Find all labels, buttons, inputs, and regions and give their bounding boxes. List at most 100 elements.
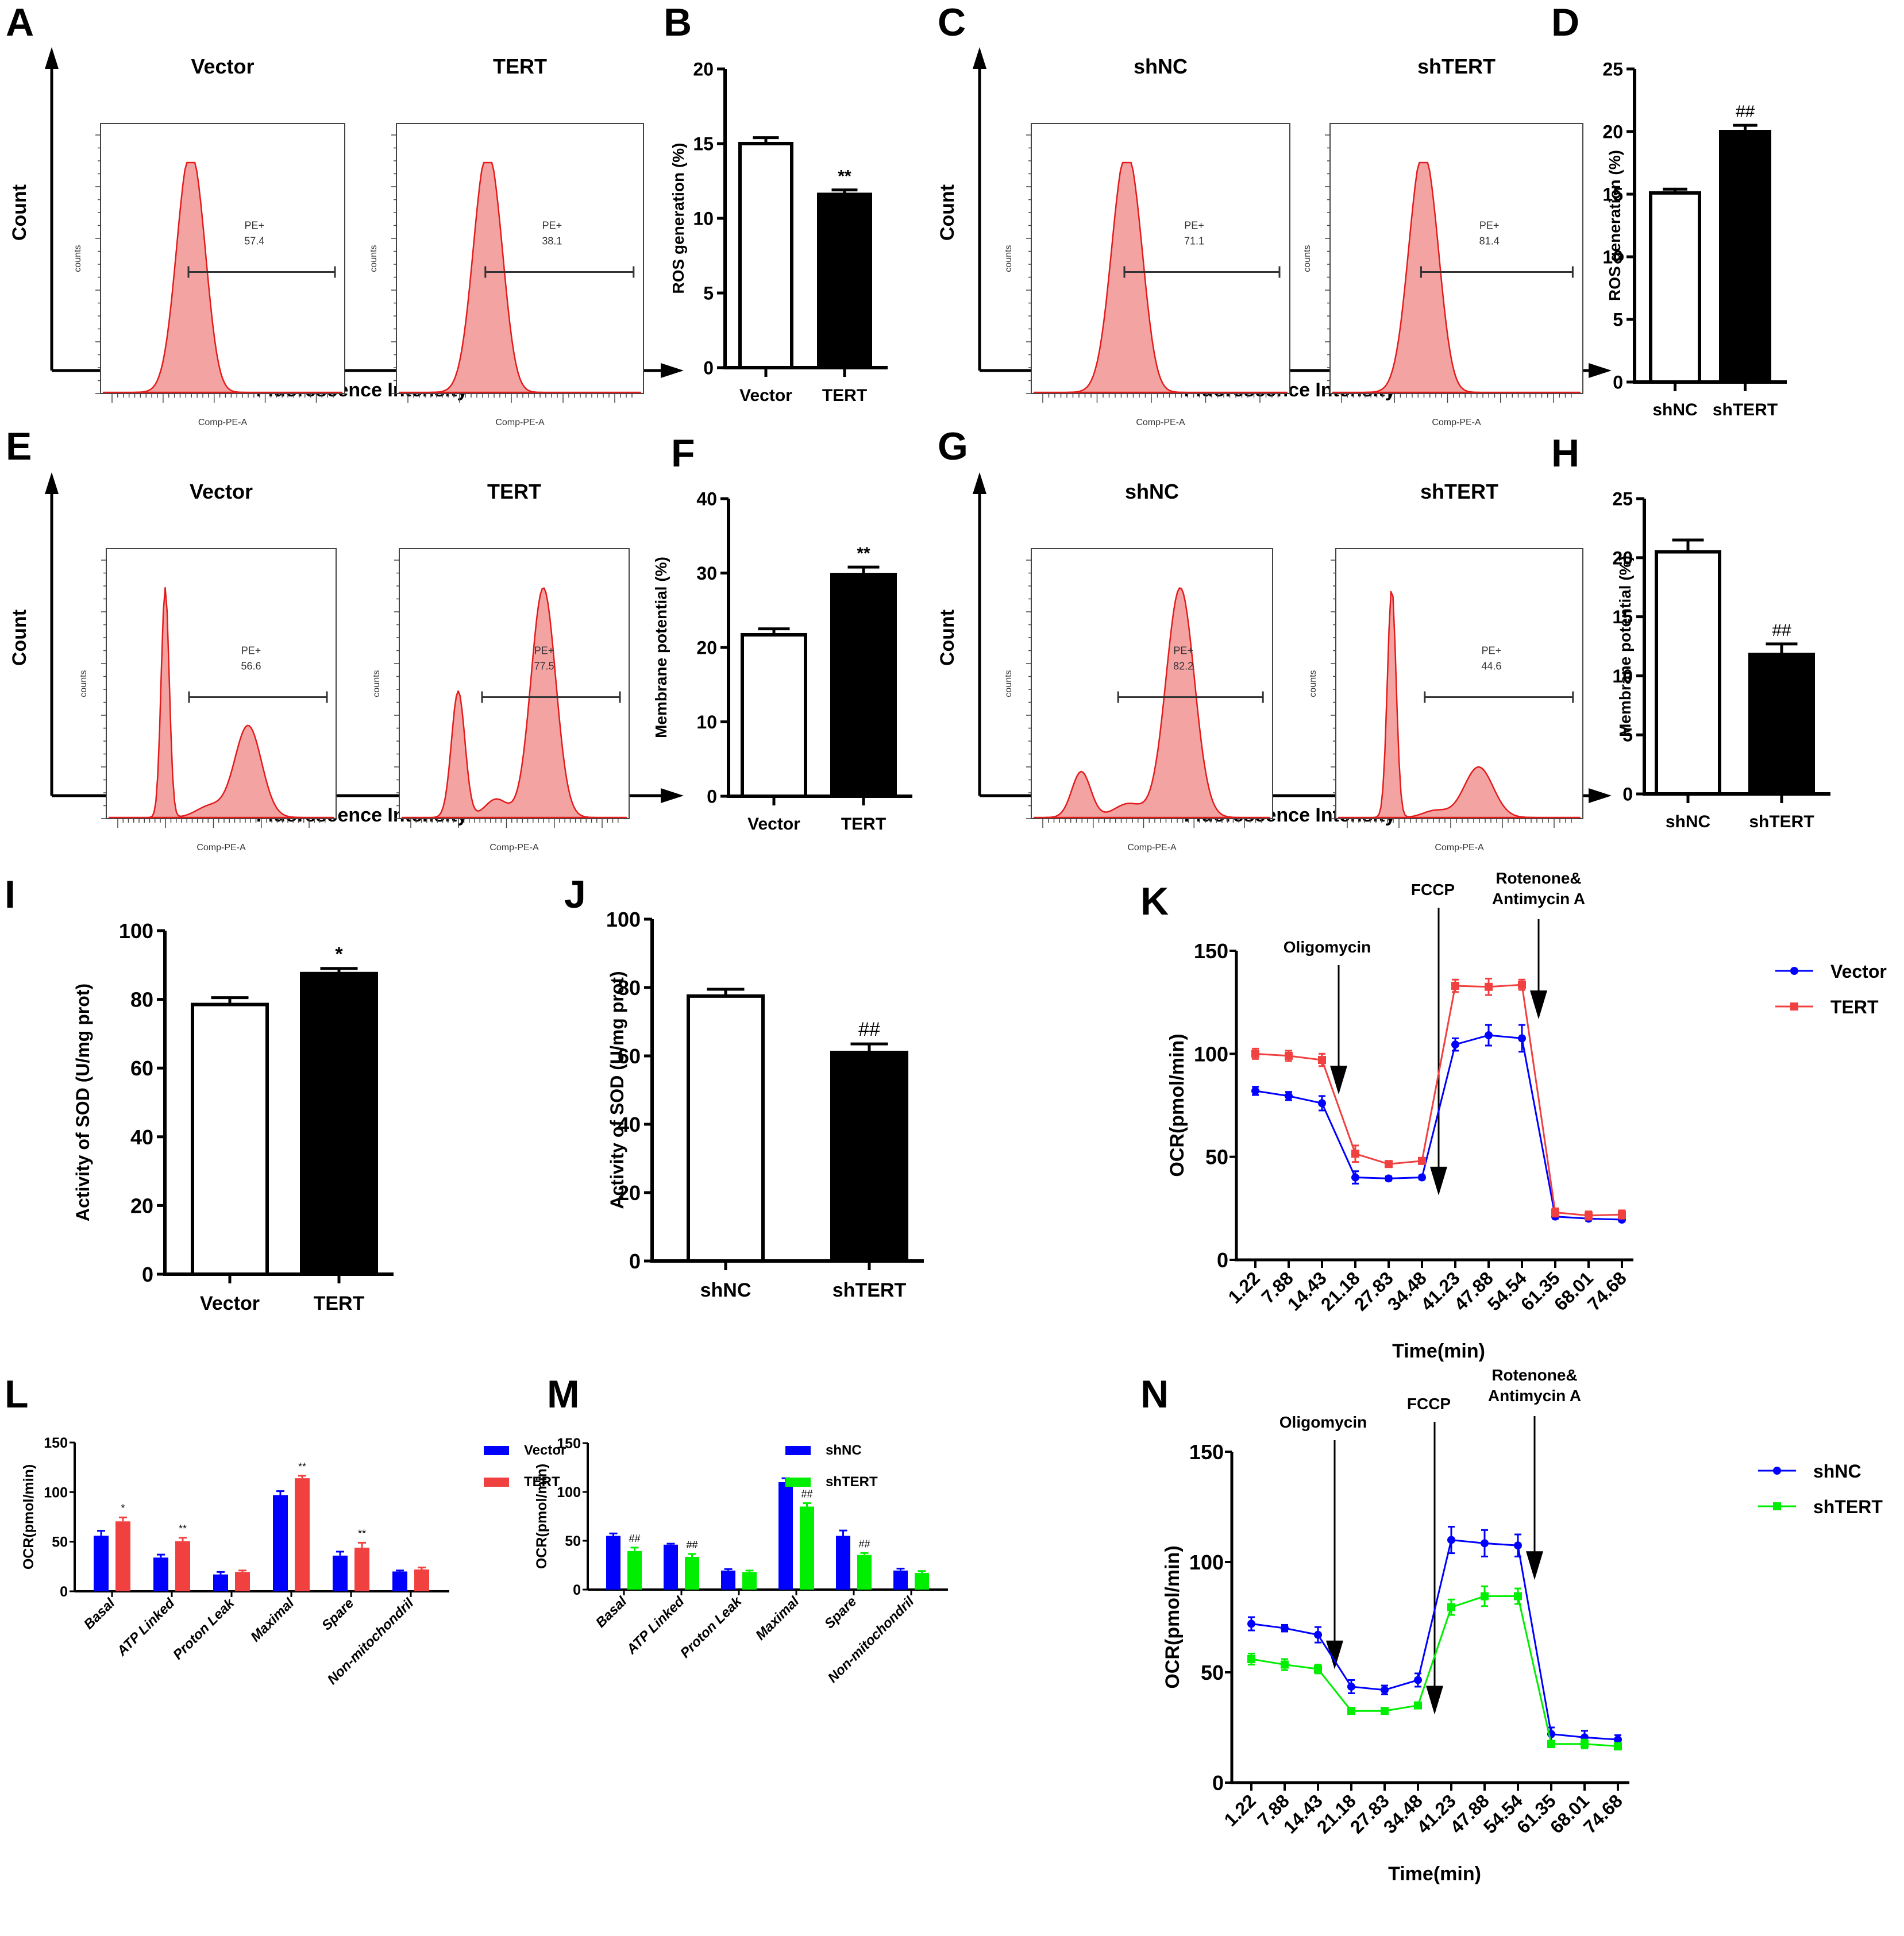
injection-arrowhead-icon: [1330, 1066, 1347, 1095]
data-point: [1481, 1592, 1489, 1601]
data-point: [1518, 981, 1526, 989]
gate-label: PE+: [1482, 645, 1502, 657]
y-axis-arrowhead-icon: [45, 47, 59, 69]
histogram-title: Vector: [190, 480, 253, 503]
y-tick-label: 100: [119, 919, 153, 943]
injection-arrowhead-icon: [1526, 1551, 1543, 1580]
panel-label-a: A: [6, 1, 34, 44]
bar-tert: [354, 1548, 369, 1591]
y-tick-label: 0: [1212, 1771, 1224, 1795]
bar-vector: [153, 1557, 168, 1591]
y-tick-label: 0: [142, 1263, 153, 1286]
data-point: [1385, 1174, 1393, 1183]
panel-label-i: I: [5, 873, 16, 916]
histogram-title: shTERT: [1417, 55, 1496, 78]
injection-arrowhead-icon: [1326, 1640, 1343, 1669]
histogram-x-label: Comp-PE-A: [1435, 843, 1484, 853]
injection-label: Antimycin A: [1492, 890, 1585, 908]
gate-label: PE+: [1173, 645, 1193, 657]
significance-mark: ##: [858, 1019, 880, 1040]
data-point: [1347, 1682, 1355, 1691]
y-tick-label: 80: [618, 976, 641, 1000]
data-point: [1451, 981, 1459, 990]
data-point: [1247, 1619, 1255, 1628]
data-point: [1614, 1742, 1622, 1750]
x-tick-label: Vector: [739, 386, 792, 405]
histogram-y-label: counts: [1302, 245, 1312, 272]
data-point: [1281, 1660, 1289, 1669]
injection-arrowhead-icon: [1530, 990, 1547, 1020]
gate-value: 71.1: [1184, 236, 1204, 247]
bar-chart-h: 0 5 10 15 20 25 shNC shTERT ## Membrane potential…: [1612, 489, 1830, 831]
y-tick-label: 10: [696, 712, 717, 732]
y-axis-title: Activity of SOD (U/mg prot): [72, 984, 93, 1221]
x-tick-label: ATP Linked: [623, 1593, 688, 1657]
y-axis-title: OCR(pmol/min): [21, 1464, 37, 1569]
x-tick-label: Maximal: [753, 1593, 803, 1643]
y-tick-label: 20: [693, 59, 714, 80]
bar-shtert: [627, 1551, 642, 1590]
gate-label: PE+: [1184, 220, 1204, 232]
y-axis-title: Count: [9, 184, 30, 241]
panel-label-e: E: [6, 425, 32, 468]
bar-vector: [94, 1536, 109, 1591]
series-line-tert: [1255, 984, 1622, 1217]
x-tick-label: shNC: [1666, 812, 1710, 831]
injection-arrowhead-icon: [1426, 1686, 1443, 1715]
histogram-x-label: Comp-PE-A: [495, 418, 545, 427]
y-tick-label: 100: [557, 1484, 581, 1501]
panel-label-f: F: [671, 431, 695, 475]
gate-value: 44.6: [1481, 661, 1501, 672]
y-tick-label: 0: [707, 786, 717, 807]
x-tick-label: ATP Linked: [114, 1595, 178, 1659]
panel-label-c: C: [938, 1, 966, 44]
x-tick-label: shTERT: [832, 1279, 907, 1301]
legend-label: Vector: [1830, 961, 1887, 982]
y-tick-label: 10: [693, 209, 714, 229]
x-axis-title: Time(min): [1388, 1863, 1481, 1885]
data-point: [1251, 1086, 1259, 1095]
legend-swatch-shnc: [785, 1446, 811, 1455]
legend-label: Vector: [524, 1443, 566, 1458]
y-tick-label: 0: [1622, 784, 1633, 805]
bar-shtert: [800, 1506, 814, 1590]
histogram-0: shNC PE+ 82.2 Comp-PE-A counts: [1004, 480, 1273, 853]
legend-label: TERT: [1830, 997, 1879, 1017]
flow-panel-c: Fluorescence IntensityCountshNCPE+71.1Co…: [936, 47, 1612, 427]
data-point: [1247, 1655, 1255, 1663]
significance-mark: **: [298, 1461, 306, 1472]
histogram-y-label: counts: [1308, 670, 1318, 697]
histogram-title: shNC: [1134, 55, 1188, 78]
y-axis-title: Membrane potential (%): [1616, 556, 1634, 737]
data-point: [1351, 1173, 1359, 1182]
bar-chart-b: 0 5 10 15 20 Vector TERT ** ROS generation (%): [669, 59, 888, 405]
histogram-frame: [1031, 123, 1290, 394]
x-tick-label: Basal: [81, 1595, 118, 1632]
panel-label-k: K: [1140, 880, 1169, 923]
bar-shnc: [721, 1570, 735, 1590]
y-tick-label: 100: [606, 908, 641, 931]
panel-label-h: H: [1551, 431, 1579, 475]
bar-tert: [175, 1541, 190, 1591]
panel-label-n: N: [1140, 1372, 1169, 1416]
y-tick-label: 20: [696, 638, 717, 658]
injection-label: FCCP: [1411, 881, 1455, 898]
gate-value: 57.4: [244, 236, 264, 247]
histogram-frame: [106, 548, 337, 819]
data-point: [1547, 1740, 1555, 1748]
histogram-curve: [1033, 587, 1271, 819]
y-tick-label: 60: [618, 1044, 641, 1068]
bar-vector: [213, 1574, 228, 1591]
grouped-bar-chart-l: 0 50 100 150 OCR(pmol/min) Basal * ATP Linked **…: [21, 1435, 566, 1688]
bar-shnc: [836, 1536, 850, 1590]
panel-label-b: B: [664, 1, 692, 44]
flow-panel-e: Fluorescence IntensityCountVectorPE+56.6…: [9, 472, 684, 853]
histogram-y-label: counts: [1004, 245, 1013, 272]
significance-mark: ##: [1772, 621, 1791, 640]
histogram-title: Vector: [191, 55, 254, 78]
significance-mark: ##: [858, 1538, 870, 1549]
significance-mark: ##: [1736, 102, 1755, 121]
x-tick-label: TERT: [841, 815, 886, 834]
histogram-y-label: counts: [372, 670, 381, 697]
x-tick-label: shTERT: [1749, 812, 1814, 831]
